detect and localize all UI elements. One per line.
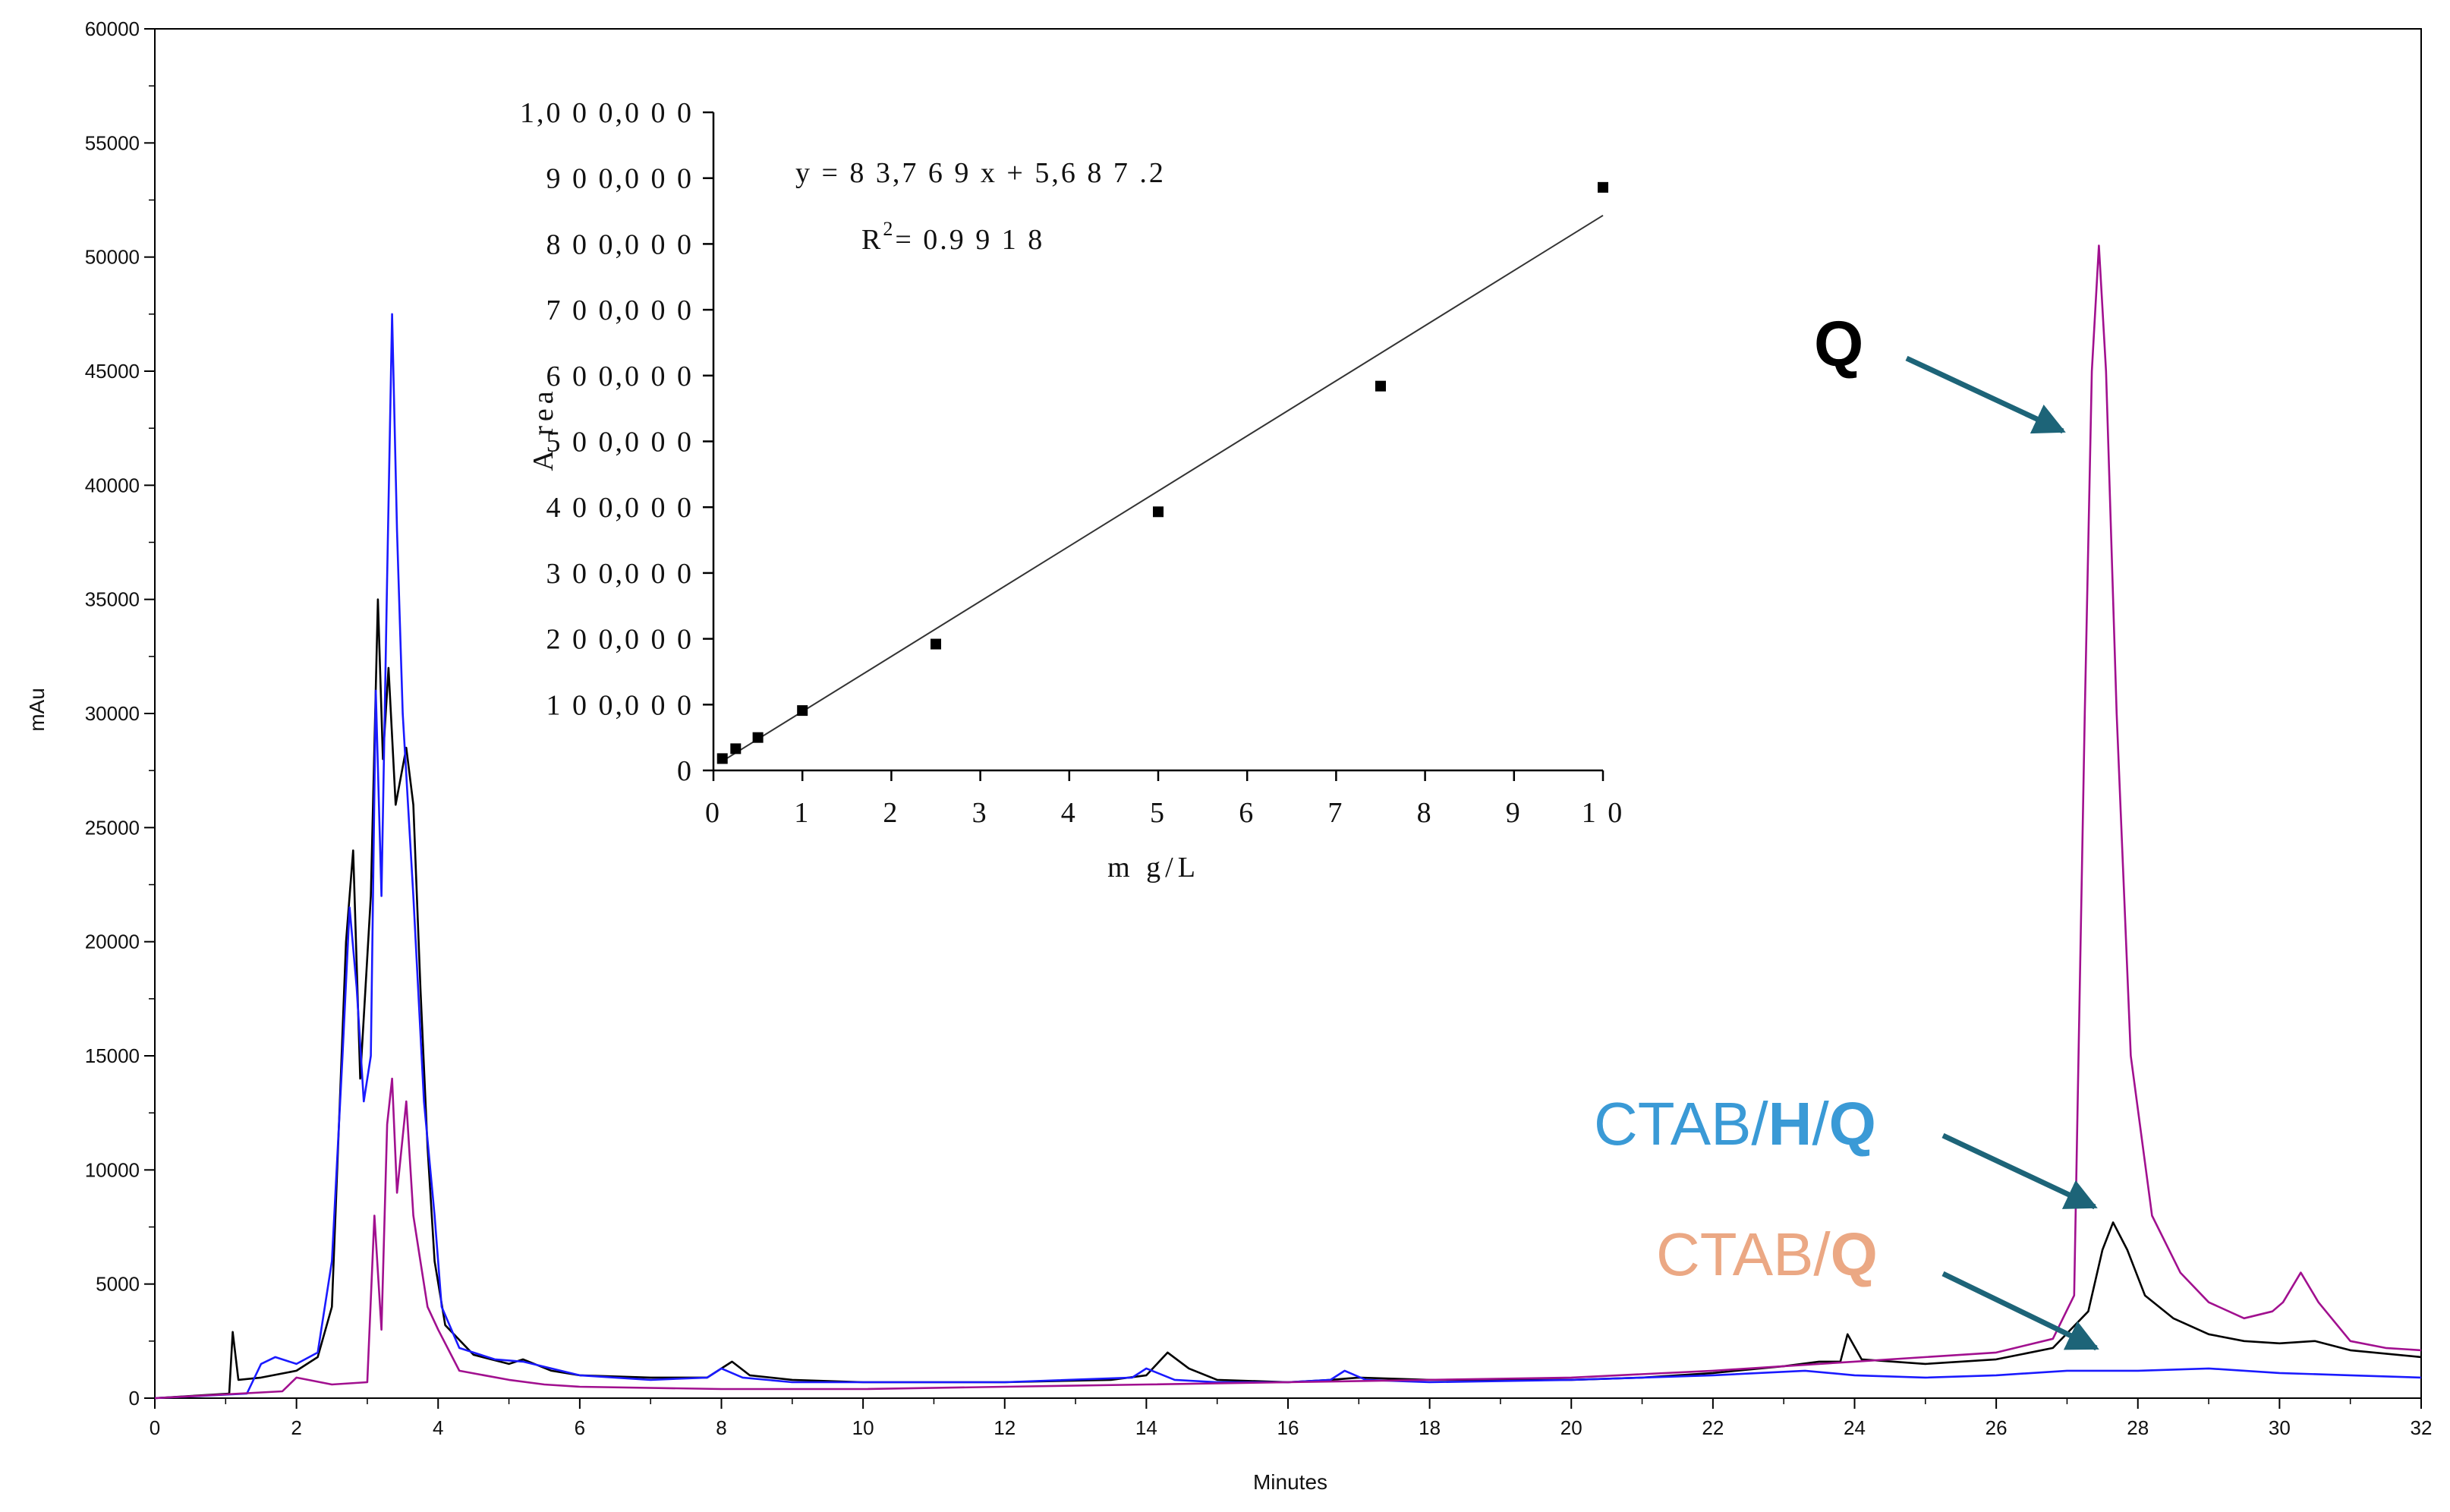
x-tick-label: 30	[2269, 1416, 2291, 1439]
main-plot-frame	[154, 28, 2422, 1399]
x-tick-label: 14	[1135, 1416, 1157, 1439]
x-tick-label: 8	[716, 1416, 726, 1439]
inset-x-tick-label: 0	[705, 797, 722, 829]
ctab-h-q-q: Q	[1829, 1090, 1876, 1158]
x-tick-label: 4	[433, 1416, 443, 1439]
x-axis-title: Minutes	[1253, 1470, 1327, 1494]
inset-y-tick-label: 1 0 0,0 0 0	[546, 689, 694, 721]
x-tick-label: 32	[2411, 1416, 2433, 1439]
x-tick-label: 6	[575, 1416, 585, 1439]
inset-x-tick-label: 2	[883, 797, 899, 829]
inset-marks-group	[716, 181, 1608, 764]
x-tick-label: 2	[291, 1416, 301, 1439]
inset-y-tick-label: 9 0 0,0 0 0	[546, 163, 694, 195]
x-tick-label: 10	[852, 1416, 874, 1439]
x-tick-label: 22	[1702, 1416, 1724, 1439]
y-tick-label: 30000	[85, 702, 140, 725]
inset-y-tick-label: 1,0 0 0,0 0 0	[520, 97, 694, 129]
ctab-q-prefix: CTAB/	[1656, 1221, 1831, 1288]
series-line-magenta-trace	[154, 244, 2422, 1400]
calibration-point	[716, 753, 728, 764]
y-tick-label: 55000	[85, 131, 140, 154]
series-line-black-trace	[154, 598, 2422, 1400]
ctab-h-q-annotation-label: CTAB/H/Q	[1594, 1090, 1876, 1158]
calibration-point	[797, 705, 808, 717]
inset-y-tick-label: 6 0 0,0 0 0	[546, 361, 694, 392]
calibration-point	[931, 638, 941, 650]
inset-axes: 0 1 2 3 4 5 6 7 8 9 1 0 0 1 0 0,0 0 0 2 0 0,0 0 0 3 0 …	[520, 97, 1625, 829]
y-tick-label: 15000	[85, 1044, 140, 1067]
y-tick-label: 60000	[85, 17, 140, 40]
calibration-point	[1598, 181, 1608, 193]
r-superscript: 2	[883, 218, 895, 240]
main-series-group	[154, 244, 2422, 1400]
x-tick-label: 28	[2127, 1416, 2149, 1439]
inset-x-tick-label: 3	[972, 797, 989, 829]
ctab-h-q-prefix: CTAB/	[1594, 1090, 1768, 1158]
ctab-q-q: Q	[1831, 1221, 1878, 1288]
ctab-h-q-slash: /	[1812, 1090, 1829, 1158]
inset-y-tick-label: 2 0 0,0 0 0	[546, 624, 694, 656]
inset-x-tick-label: 1	[794, 797, 811, 829]
y-tick-label: 50000	[85, 246, 140, 269]
inset-x-tick-label: 8	[1417, 797, 1434, 829]
r-squared-label: R2= 0.9 9 1 8	[861, 218, 1044, 256]
q-annotation-label: Q	[1814, 308, 1863, 380]
inset-x-tick-label: 6	[1239, 797, 1255, 829]
y-tick-label: 25000	[85, 816, 140, 839]
inset-y-tick-label: 8 0 0,0 0 0	[546, 228, 694, 260]
ctab-q-annotation-label: CTAB/Q	[1656, 1221, 1878, 1288]
regression-equation: y = 8 3,7 6 9 x + 5,6 8 7 .2	[795, 157, 1166, 189]
y-tick-label: 45000	[85, 360, 140, 383]
calibration-point	[730, 743, 742, 754]
ctab-h-q-annotation-arrow	[1941, 1132, 2098, 1210]
x-tick-label: 20	[1560, 1416, 1582, 1439]
y-tick-label: 40000	[85, 474, 140, 496]
calibration-point	[1153, 506, 1164, 518]
ctab-h-q-h: H	[1768, 1090, 1812, 1158]
inset-y-tick-label: 5 0 0,0 0 0	[546, 427, 694, 458]
r-symbol: R	[861, 224, 883, 256]
r-squared-value: = 0.9 9 1 8	[895, 224, 1044, 256]
x-tick-label: 12	[994, 1416, 1016, 1439]
inset-y-tick-label: 4 0 0,0 0 0	[546, 492, 694, 524]
x-tick-label: 18	[1419, 1416, 1441, 1439]
inset-y-tick-label: 3 0 0,0 0 0	[546, 558, 694, 590]
series-line-blue-trace	[154, 313, 2422, 1400]
x-tick-label: 0	[150, 1416, 160, 1439]
inset-x-tick-label: 1 0	[1582, 797, 1625, 829]
y-tick-label: 20000	[85, 931, 140, 953]
x-tick-label: 26	[1986, 1416, 2008, 1439]
y-axis-title: mAu	[25, 688, 49, 732]
y-tick-label: 5000	[96, 1273, 140, 1296]
x-tick-label: 16	[1277, 1416, 1299, 1439]
calibration-point	[1375, 380, 1386, 392]
main-axes: 0 2 4 6 8 10 12 14 16 18 20 22 24 26 28 30 3205000100001…	[85, 17, 2433, 1439]
inset-y-axis-title: A rea	[527, 386, 559, 471]
inset-y-tick-label: 0	[677, 755, 694, 787]
inset-x-axis-title: m g/L	[1107, 852, 1200, 884]
y-tick-label: 35000	[85, 588, 140, 611]
inset-x-tick-label: 7	[1327, 797, 1344, 829]
inset-x-tick-label: 4	[1061, 797, 1078, 829]
calibration-point	[752, 732, 764, 743]
regression-line	[722, 214, 1604, 762]
inset-x-tick-label: 9	[1506, 797, 1523, 829]
q-annotation-arrow	[1905, 355, 2066, 434]
ctab-q-annotation-arrow	[1941, 1271, 2099, 1351]
x-tick-label: 24	[1844, 1416, 1866, 1439]
inset-x-tick-label: 5	[1150, 797, 1167, 829]
y-tick-label: 10000	[85, 1158, 140, 1181]
inset-y-tick-label: 7 0 0,0 0 0	[546, 295, 694, 326]
y-tick-label: 0	[129, 1387, 140, 1410]
